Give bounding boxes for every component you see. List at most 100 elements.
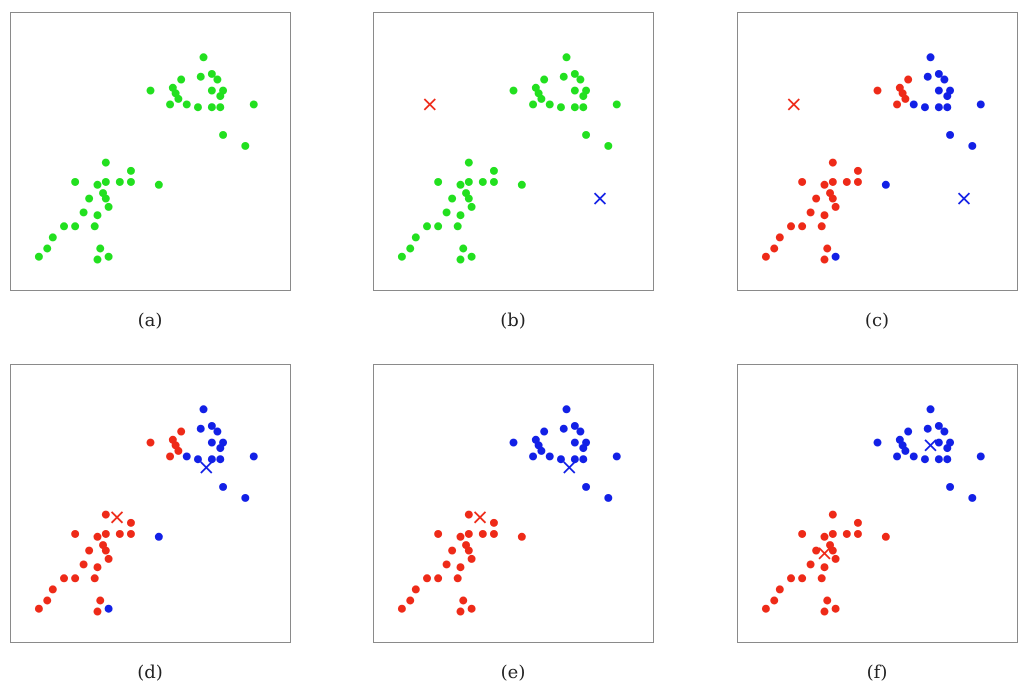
panel-caption-a: (a)	[137, 310, 163, 331]
data-point-blue	[193, 455, 202, 464]
data-point-red	[820, 563, 829, 572]
data-point-green	[411, 233, 420, 242]
scatter-plot	[34, 405, 258, 616]
data-point-red	[831, 554, 840, 563]
data-point-red	[456, 532, 465, 541]
data-point-green	[517, 180, 526, 189]
data-point-red	[34, 604, 43, 613]
data-point-green	[570, 103, 579, 112]
scatter-panel-a	[10, 12, 291, 291]
data-point-green	[456, 255, 465, 264]
data-point-red	[853, 530, 862, 538]
data-point-red	[820, 255, 829, 264]
data-point-red	[423, 574, 431, 583]
data-point-red	[464, 510, 473, 519]
data-point-blue	[946, 130, 955, 139]
data-point-red	[104, 554, 113, 563]
data-point-red	[115, 530, 124, 538]
data-point-red	[798, 178, 807, 186]
data-point-green	[90, 222, 99, 231]
data-point-blue	[901, 446, 910, 455]
data-point-green	[104, 202, 113, 211]
data-point-blue	[923, 424, 932, 433]
data-point-blue	[196, 424, 205, 433]
data-point-green	[406, 244, 415, 253]
data-point-red	[456, 563, 465, 572]
data-point-red	[831, 202, 840, 211]
data-point-red	[79, 560, 88, 569]
data-point-red	[101, 546, 110, 555]
data-point-red	[770, 244, 779, 253]
data-point-blue	[545, 452, 554, 461]
data-point-red	[96, 596, 105, 605]
data-point-red	[806, 208, 815, 217]
data-point-green	[434, 222, 443, 231]
data-point-red	[93, 607, 102, 616]
data-point-green	[85, 194, 94, 203]
data-point-green	[199, 53, 208, 62]
data-point-red	[48, 585, 57, 594]
data-point-red	[126, 530, 135, 538]
centroid-marker-red	[423, 98, 436, 111]
data-point-red	[828, 546, 837, 555]
data-point-blue	[923, 72, 932, 81]
data-point-blue	[968, 493, 977, 502]
data-point-red	[823, 596, 832, 605]
data-point-red	[787, 574, 795, 583]
data-point-green	[43, 244, 52, 253]
data-point-green	[126, 178, 135, 186]
data-point-green	[397, 252, 406, 261]
data-point-green	[93, 255, 102, 264]
data-point-green	[213, 75, 222, 84]
data-point-blue	[604, 493, 613, 502]
data-point-red	[787, 222, 795, 231]
data-point-red	[828, 194, 837, 203]
scatter-panel-f	[737, 364, 1018, 643]
data-point-blue	[976, 452, 985, 461]
data-point-blue	[934, 455, 943, 464]
panel-caption-e: (e)	[500, 662, 526, 683]
data-point-red	[806, 560, 815, 569]
data-point-blue	[926, 53, 935, 62]
data-point-blue	[207, 438, 216, 447]
data-point-red	[489, 530, 498, 538]
data-point-green	[216, 92, 225, 101]
data-point-green	[464, 178, 473, 186]
data-point-red	[146, 438, 155, 447]
data-point-red	[406, 596, 415, 605]
data-point-blue	[570, 438, 579, 447]
panel-caption-b: (b)	[500, 310, 526, 331]
data-point-blue	[154, 532, 163, 541]
data-point-red	[166, 452, 175, 461]
data-point-green	[604, 141, 613, 150]
data-point-green	[540, 75, 549, 84]
panel-caption-d: (d)	[137, 662, 163, 683]
centroid-marker-blue	[200, 461, 213, 474]
data-point-red	[761, 604, 770, 613]
data-point-red	[820, 211, 829, 220]
data-point-red	[828, 158, 837, 167]
data-point-blue	[182, 452, 191, 461]
data-point-green	[478, 178, 487, 186]
data-point-red	[489, 518, 498, 527]
data-point-red	[842, 530, 851, 538]
data-point-blue	[940, 75, 949, 84]
data-point-red	[775, 585, 784, 594]
data-point-green	[93, 180, 102, 189]
data-point-red	[517, 532, 526, 541]
data-point-red	[71, 574, 80, 583]
data-point-green	[456, 180, 465, 189]
data-point-red	[842, 178, 851, 186]
centroid-marker-blue	[924, 439, 937, 452]
data-point-blue	[241, 493, 250, 502]
data-point-blue	[207, 455, 216, 464]
data-point-blue	[529, 452, 538, 461]
data-point-green	[196, 72, 205, 81]
data-point-blue	[559, 424, 568, 433]
data-point-red	[434, 574, 443, 583]
data-point-red	[174, 446, 183, 455]
data-point-red	[434, 530, 443, 538]
data-point-blue	[582, 482, 591, 491]
data-point-red	[85, 546, 94, 555]
data-point-red	[453, 574, 462, 583]
